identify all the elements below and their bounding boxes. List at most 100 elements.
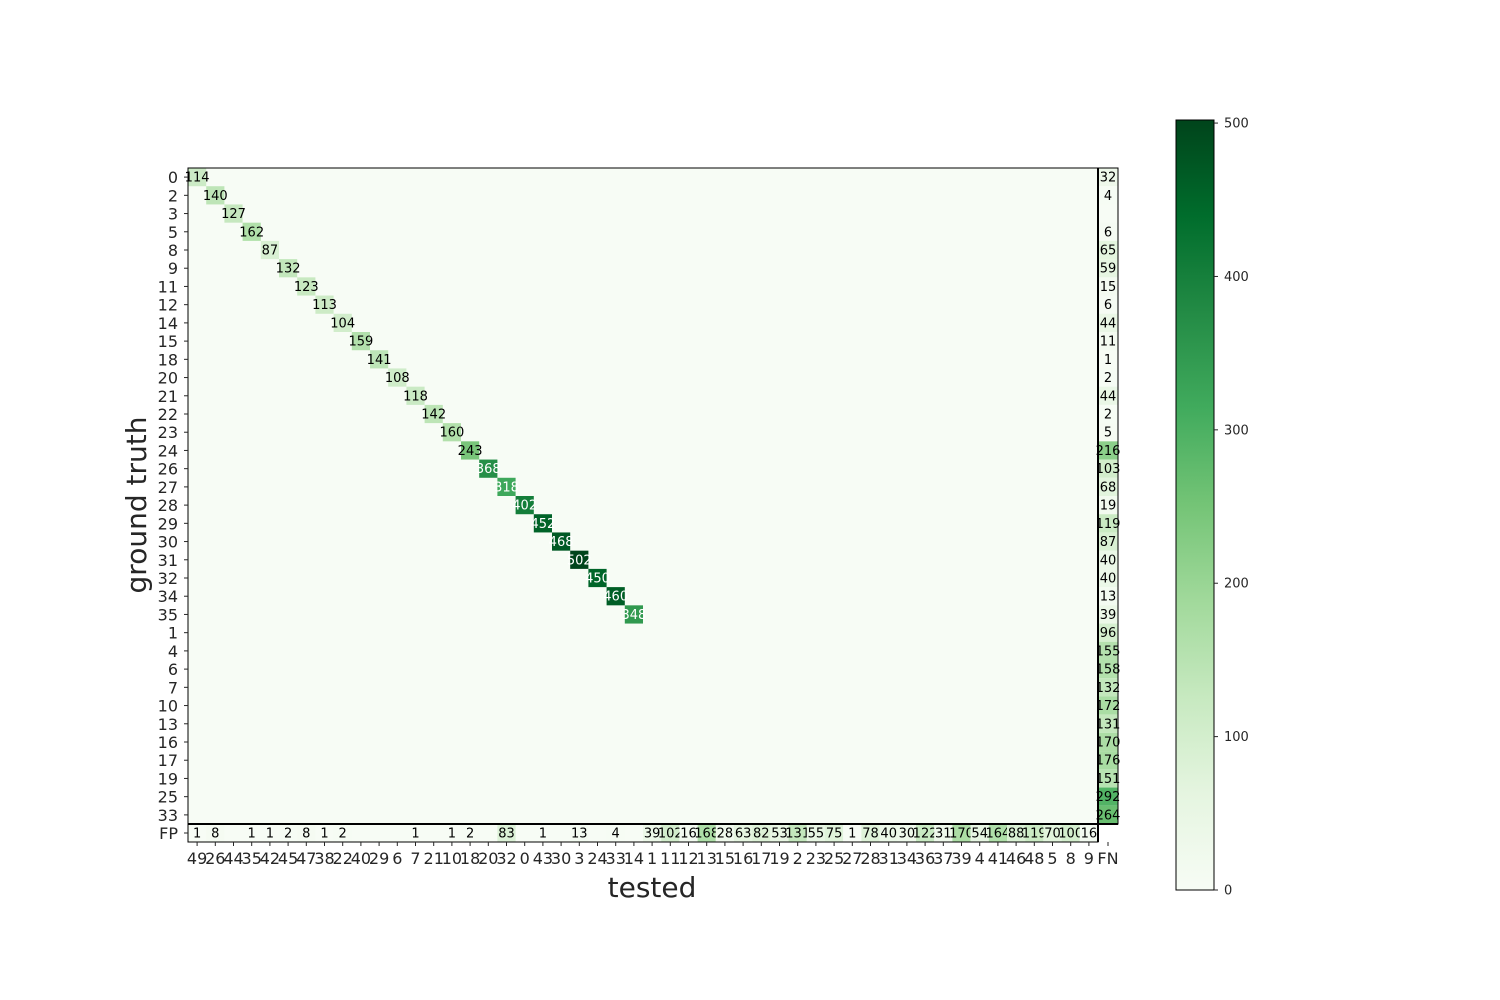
fn-cell — [1098, 404, 1118, 424]
fp-value-label: 2 — [339, 827, 347, 842]
heatmap-cell — [279, 259, 298, 278]
fn-cell — [1098, 787, 1118, 806]
y-tick-label: 30 — [158, 533, 178, 552]
x-tick-label: 13 — [697, 849, 717, 868]
fn-cell — [1098, 714, 1118, 733]
fn-cell — [1098, 222, 1118, 241]
fp-value-label: 39 — [644, 827, 661, 842]
fn-cell — [1098, 259, 1118, 278]
heatmap-cell — [588, 568, 607, 588]
fp-value-label: 40 — [880, 827, 897, 842]
y-tick-label: 16 — [158, 733, 178, 752]
fp-value-label: 131 — [785, 827, 810, 842]
fp-cell — [934, 824, 953, 842]
x-tick-label: 20 — [478, 849, 498, 868]
fp-value-label: 4 — [612, 827, 620, 842]
cell-value-label: 460 — [603, 590, 628, 605]
y-tick-label: 20 — [158, 369, 178, 388]
fn-value-label: 6 — [1104, 298, 1112, 313]
cell-value-label: 87 — [262, 244, 279, 259]
fp-value-label: 16 — [1081, 827, 1098, 842]
y-tick-label: 24 — [158, 441, 178, 460]
fn-value-label: 15 — [1100, 280, 1117, 295]
x-tick-label: 41 — [988, 849, 1008, 868]
colorbar-tick-label: 0 — [1224, 884, 1232, 899]
y-tick-label: 0 — [168, 168, 178, 187]
cell-value-label: 468 — [549, 535, 574, 550]
y-tick-label: 3 — [168, 205, 178, 224]
fp-value-label: 1 — [539, 827, 547, 842]
x-tick-label: 1 — [647, 849, 657, 868]
fp-cell — [297, 824, 316, 842]
heatmap-cell — [206, 186, 225, 205]
y-tick-label: 29 — [158, 514, 178, 533]
fp-value-label: 170 — [949, 827, 974, 842]
x-tick-label: 25 — [824, 849, 844, 868]
fn-value-label: 1 — [1104, 353, 1112, 368]
y-tick-label: 2 — [168, 186, 178, 205]
x-tick-label: 36 — [915, 849, 935, 868]
fp-value-label: 31 — [935, 827, 952, 842]
cell-value-label: 118 — [403, 389, 428, 404]
fp-cell — [861, 824, 880, 842]
x-tick-label: 0 — [520, 849, 530, 868]
fp-value-label: 1 — [193, 827, 201, 842]
x-tick-label: 10 — [442, 849, 462, 868]
fp-cell — [661, 824, 680, 842]
y-tick-label: 28 — [158, 496, 178, 515]
fp-value-label: 16 — [680, 827, 697, 842]
cell-value-label: 160 — [439, 426, 464, 441]
y-tick-label: 23 — [158, 423, 178, 442]
y-tick-label: 34 — [158, 587, 178, 606]
fn-cell — [1098, 641, 1118, 660]
x-tick-label: 31 — [879, 849, 899, 868]
fp-cell — [442, 824, 461, 842]
y-tick-label: 11 — [158, 277, 178, 296]
heatmap-cell — [606, 587, 625, 606]
colorbar-tick-label: 400 — [1224, 270, 1249, 285]
fn-value-label: 216 — [1096, 444, 1121, 459]
x-tick-label: 18 — [460, 849, 480, 868]
fp-cell — [260, 824, 279, 842]
y-tick-label: 15 — [158, 332, 178, 351]
fn-value-label: 19 — [1100, 499, 1117, 514]
fp-value-label: 53 — [771, 827, 788, 842]
fp-cell — [697, 824, 716, 842]
x-tick-label: 8 — [1066, 849, 1076, 868]
fp-value-label: 70 — [1044, 827, 1061, 842]
fn-cell — [1098, 332, 1118, 351]
y-tick-label: 10 — [158, 697, 178, 716]
fn-cell — [1098, 441, 1118, 460]
y-tick-label: 26 — [158, 460, 178, 479]
y-tick-label: 31 — [158, 551, 178, 570]
x-tick-label: 5 — [1047, 849, 1057, 868]
cell-value-label: 140 — [203, 189, 228, 204]
fp-value-label: 2 — [284, 827, 292, 842]
fn-value-label: 11 — [1100, 335, 1117, 350]
cell-value-label: 162 — [239, 225, 264, 240]
fp-value-label: 13 — [571, 827, 588, 842]
fp-value-label: 119 — [1022, 827, 1047, 842]
x-tick-label: 45 — [278, 849, 298, 868]
heatmap-cell — [552, 532, 571, 551]
fn-value-label: 119 — [1096, 517, 1121, 532]
fp-cell — [188, 824, 207, 842]
fn-cell — [1098, 350, 1118, 369]
fn-value-label: 158 — [1096, 663, 1121, 678]
colorbar — [1175, 119, 1215, 891]
fn-cell — [1098, 295, 1118, 314]
x-tick-label: 3 — [574, 849, 584, 868]
fp-value-label: 102 — [658, 827, 683, 842]
fp-cell — [497, 824, 516, 842]
y-tick-label: 19 — [158, 769, 178, 788]
heatmap-zero-area — [188, 168, 1098, 824]
heatmap-cells: 114 140 127 162 87 132 123 113 104 159 141 108 118 14… — [185, 168, 646, 624]
fp-value-label: 75 — [826, 827, 843, 842]
fn-value-label: 59 — [1100, 262, 1117, 277]
y-tick-label: 13 — [158, 715, 178, 734]
fp-cell — [734, 824, 753, 842]
fp-cell — [897, 824, 916, 842]
heatmap-cell — [624, 605, 643, 624]
fp-value-label: 1 — [266, 827, 274, 842]
